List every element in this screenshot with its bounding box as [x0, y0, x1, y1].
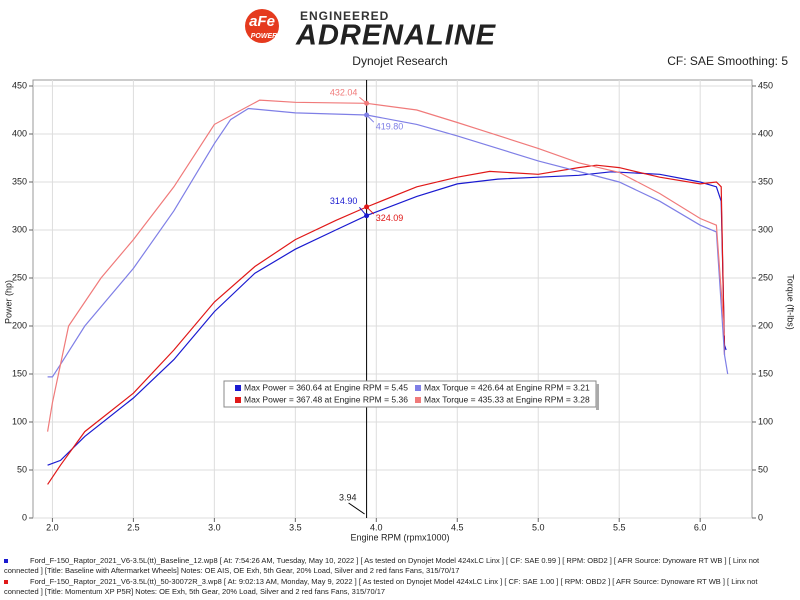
footer-text: Ford_F-150_Raptor_2021_V6-3.5L(tt)_50-30…: [4, 577, 758, 596]
cursor-pointer: [366, 114, 375, 123]
legend-entry: Max Torque = 426.64 at Engine RPM = 3.21: [424, 382, 590, 392]
cursor-label: 3.94: [339, 492, 357, 502]
y-tick-label: 50: [17, 464, 27, 474]
y-tick-label: 150: [12, 368, 27, 378]
legend-swatch: [235, 385, 241, 391]
x-tick-label: 5.0: [532, 522, 545, 532]
chart-subtitle: CF: SAE Smoothing: 5: [667, 54, 788, 68]
legend-entry: Max Torque = 435.33 at Engine RPM = 3.28: [424, 394, 590, 404]
legend-swatch: [415, 385, 421, 391]
chart: aFe POWER ENGINEERED ADRENALINE Dynojet …: [3, 9, 796, 542]
y-tick-label: 200: [12, 320, 27, 330]
x-tick-label: 3.5: [289, 522, 302, 532]
logo-text: aFe: [249, 13, 275, 30]
y2-tick-label: 400: [758, 128, 773, 138]
y2-tick-label: 50: [758, 464, 768, 474]
footer-marker: [4, 559, 8, 564]
cursor-pointer: [366, 206, 375, 215]
x-tick-label: 2.0: [46, 522, 59, 532]
y-tick-label: 300: [12, 224, 27, 234]
legend-entry: Max Power = 360.64 at Engine RPM = 5.45: [244, 382, 408, 392]
x-tick-label: 6.0: [694, 522, 707, 532]
legend-box: [223, 380, 597, 408]
brand: ADRENALINE: [295, 20, 497, 52]
series-line: [47, 107, 729, 378]
cursor-pointer: [359, 206, 367, 217]
y-tick-label: 450: [12, 80, 27, 90]
series-line: [47, 171, 727, 466]
y2-axis-label: Torque (ft-lbs): [786, 274, 796, 330]
legend-swatch: [235, 397, 241, 403]
logo-sub: POWER: [251, 33, 277, 40]
cursor-pointer: [359, 96, 367, 104]
y2-tick-label: 450: [758, 80, 773, 90]
y-tick-label: 350: [12, 176, 27, 186]
y2-tick-label: 0: [758, 512, 763, 522]
y2-tick-label: 150: [758, 368, 773, 378]
footer-line: Ford_F-150_Raptor_2021_V6-3.5L(tt)_50-30…: [4, 577, 794, 597]
y-tick-label: 0: [22, 512, 27, 522]
tagline: ENGINEERED: [300, 9, 389, 23]
x-tick-label: 2.5: [127, 522, 140, 532]
cursor-value: 324.09: [376, 213, 404, 223]
y2-tick-label: 300: [758, 224, 773, 234]
legend: Max Power = 360.64 at Engine RPM = 5.45 M…: [223, 380, 599, 410]
chart-title: Dynojet Research: [352, 54, 447, 68]
y-tick-label: 100: [12, 416, 27, 426]
y-tick-label: 250: [12, 272, 27, 282]
legend-swatch: [415, 397, 421, 403]
footer: Ford_F-150_Raptor_2021_V6-3.5L(tt)_Basel…: [4, 556, 794, 598]
footer-line: Ford_F-150_Raptor_2021_V6-3.5L(tt)_Basel…: [4, 556, 794, 576]
cursor-value: 419.80: [376, 121, 404, 131]
y2-tick-label: 350: [758, 176, 773, 186]
legend-entry: Max Power = 367.48 at Engine RPM = 5.36: [244, 394, 408, 404]
cursor-value: 432.04: [330, 88, 358, 98]
x-axis-label: Engine RPM (rpmx1000): [350, 532, 449, 542]
x-tick-label: 5.5: [613, 522, 626, 532]
y-tick-label: 400: [12, 128, 27, 138]
y2-tick-label: 200: [758, 320, 773, 330]
series-line: [47, 164, 726, 485]
footer-text: Ford_F-150_Raptor_2021_V6-3.5L(tt)_Basel…: [4, 556, 760, 575]
plot-area: [32, 79, 753, 519]
logo-badge: [245, 9, 279, 43]
x-tick-label: 3.0: [208, 522, 221, 532]
y2-tick-label: 250: [758, 272, 773, 282]
footer-marker: [4, 580, 8, 585]
cursor-value: 314.90: [330, 196, 358, 206]
legend-shadow: [596, 384, 599, 410]
x-tick-label: 4.0: [370, 522, 383, 532]
cursor-arrow: [348, 502, 365, 515]
x-tick-label: 4.5: [451, 522, 464, 532]
y-axis-label: Power (hp): [3, 280, 13, 324]
y2-tick-label: 100: [758, 416, 773, 426]
